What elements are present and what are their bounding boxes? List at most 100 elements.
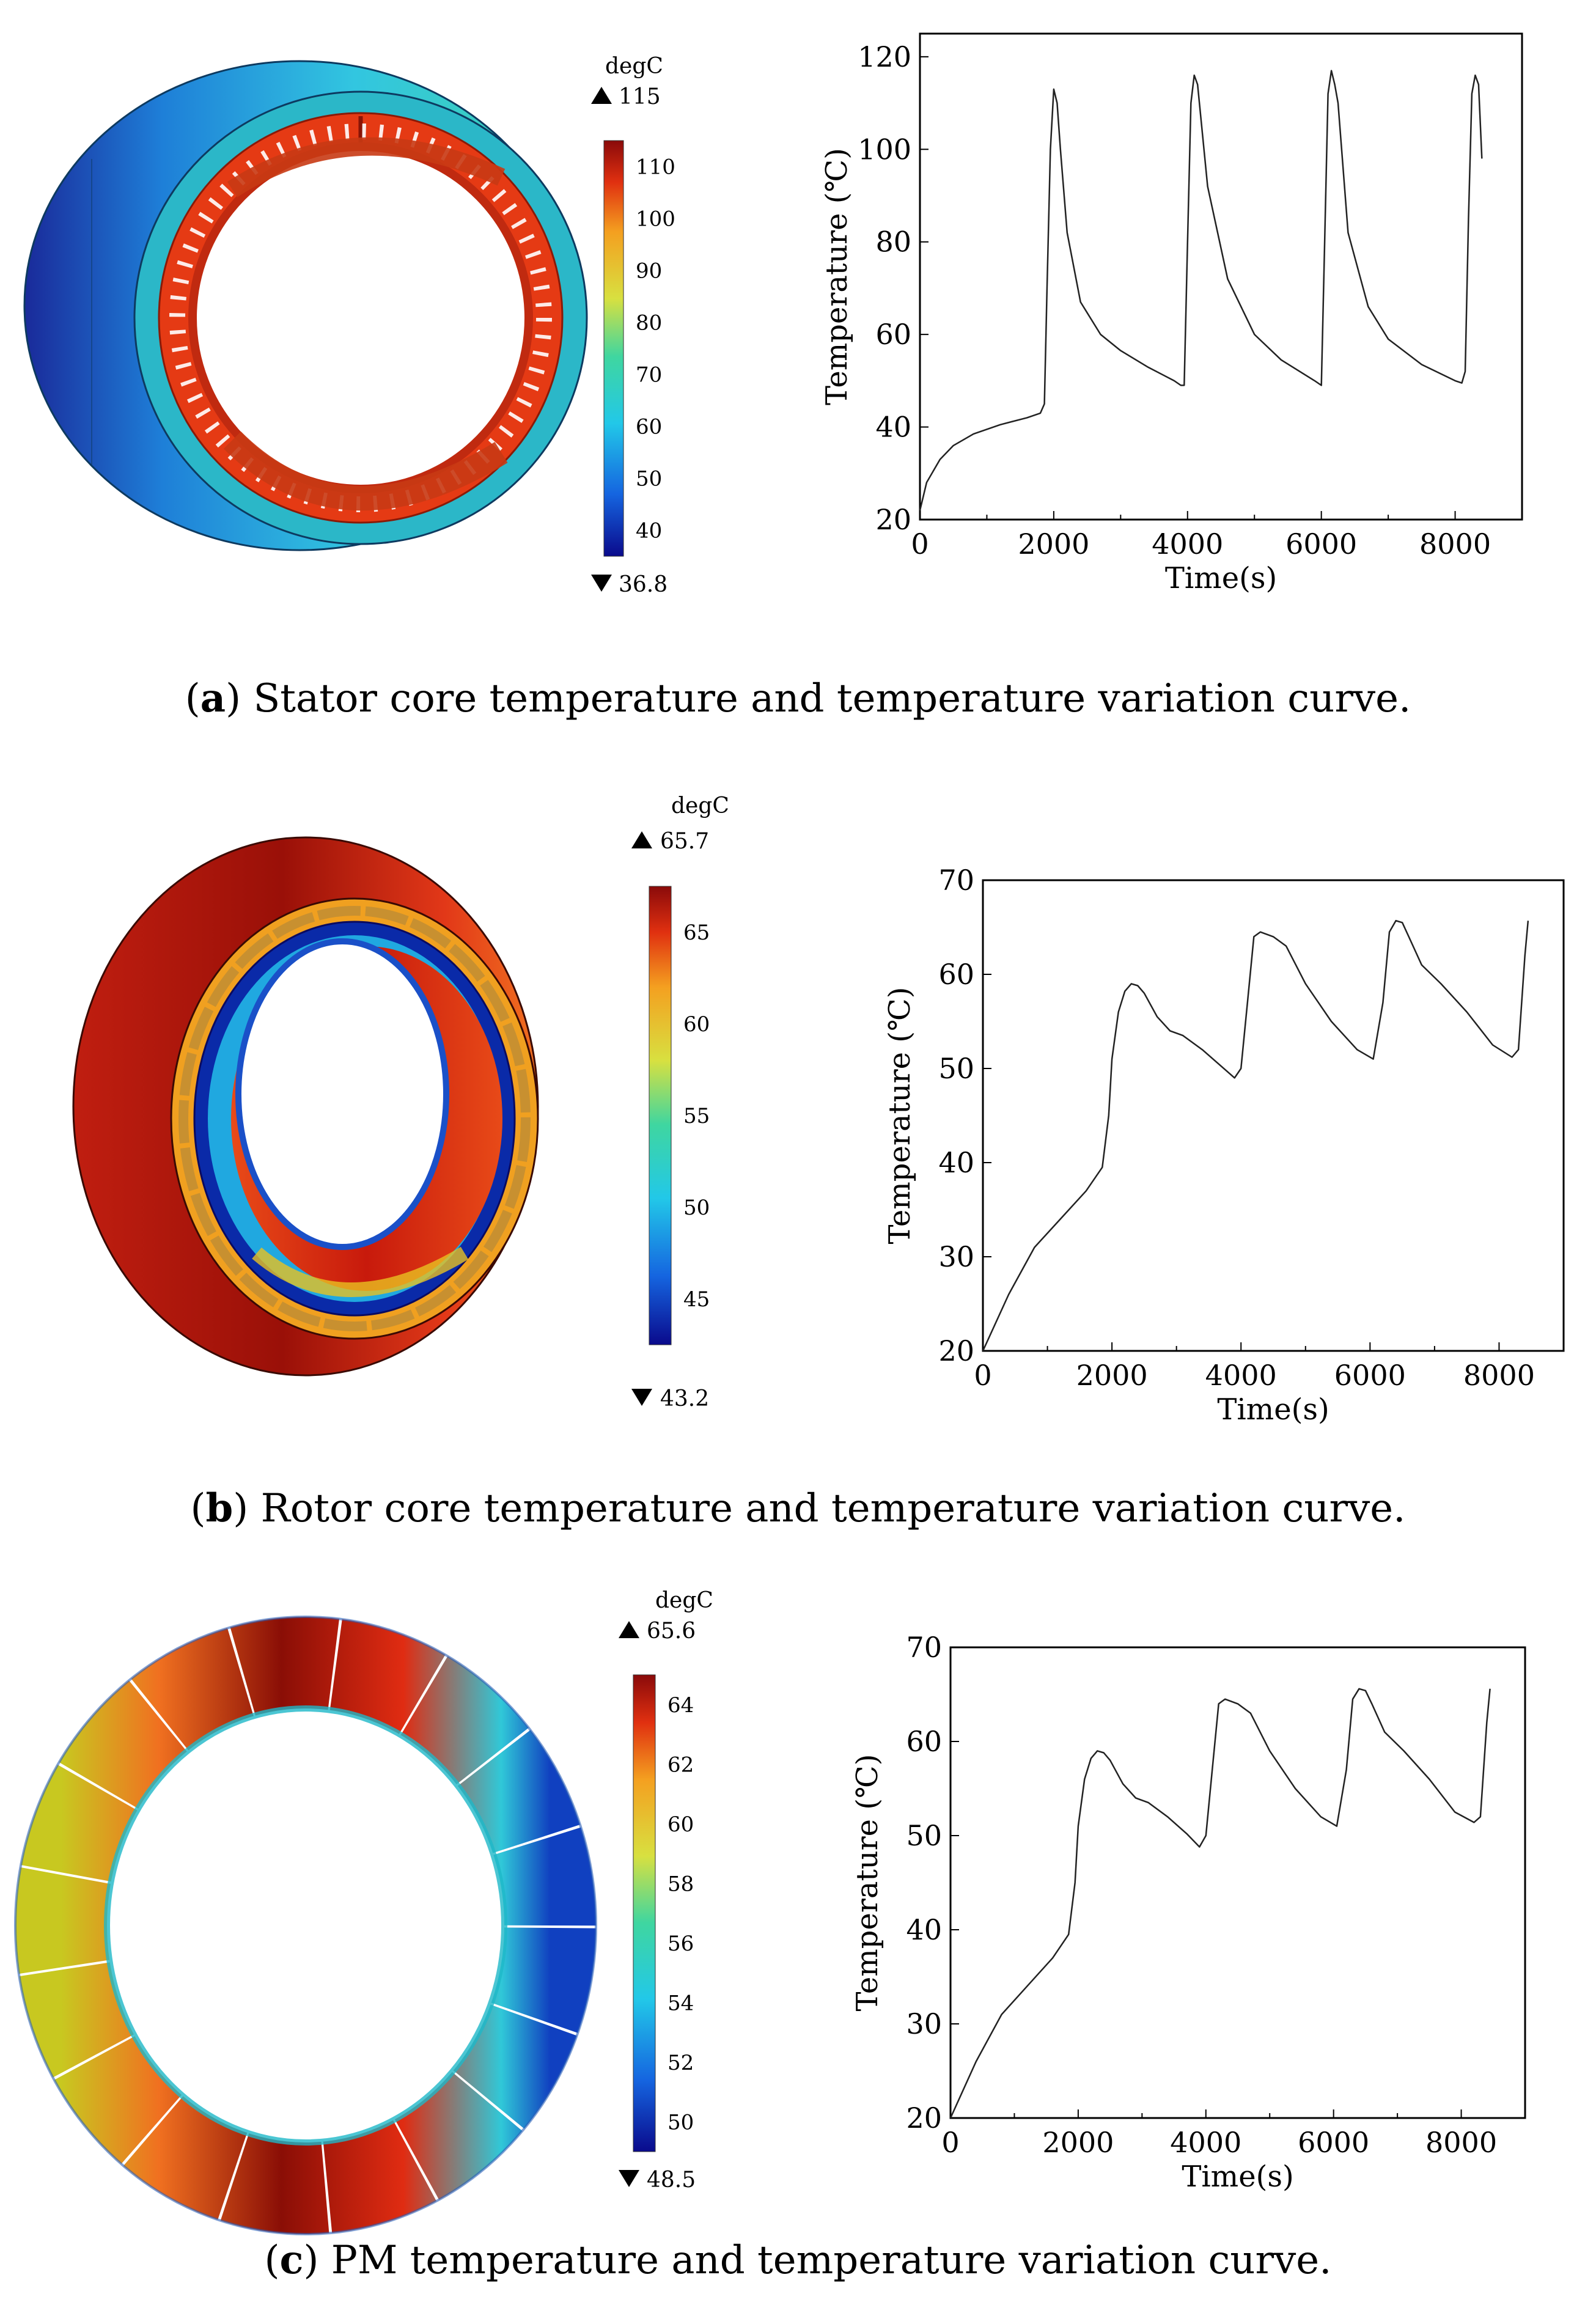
chart-a-x-tick-label: 8000 xyxy=(1419,528,1491,561)
chart-a-x-tick-label: 2000 xyxy=(1018,528,1089,561)
chart-a-x-axis-label: Time(s) xyxy=(1165,561,1277,595)
chart-c-x-axis-label: Time(s) xyxy=(1182,2160,1293,2194)
chart-b-x-tick-label: 6000 xyxy=(1334,1359,1406,1392)
chart-b-x-axis-label: Time(s) xyxy=(1217,1392,1329,1427)
caption-a: (a) Stator core temperature and temperat… xyxy=(185,675,1411,721)
chart-b-plot-frame xyxy=(982,879,1565,1352)
colorbar-a-gradient xyxy=(603,140,624,557)
colorbar-c-tick-label: 62 xyxy=(667,1752,694,1777)
colorbar-a-tick-label: 40 xyxy=(636,519,662,543)
colorbar-b-max-arrow xyxy=(631,831,652,848)
chart-c-x-tick-label: 0 xyxy=(941,2126,959,2159)
caption-c-text: PM temperature and temperature variation… xyxy=(318,2238,1332,2283)
colorbar-c-tick-label: 60 xyxy=(667,1812,694,1837)
chart-c-x-tick-label: 8000 xyxy=(1425,2126,1497,2159)
chart-c-y-tick-label: 20 xyxy=(906,2102,942,2135)
caption-b-letter: b xyxy=(205,1485,234,1531)
colorbar-a-min-label: 36.8 xyxy=(619,572,667,597)
colorbar-c-tick-label: 54 xyxy=(667,1991,694,2015)
chart-a-y-tick-label: 100 xyxy=(858,133,911,166)
chart-b-y-axis-label: Temperature (℃) xyxy=(883,987,917,1245)
colorbar-c-tick-label: 52 xyxy=(667,2051,694,2075)
chart-a-plot-frame xyxy=(919,32,1523,521)
chart-c-x-tick-label: 6000 xyxy=(1298,2126,1369,2159)
chart-c-y-axis-label: Temperature (℃) xyxy=(850,1754,884,2012)
colorbar-a-min-arrow xyxy=(591,575,612,592)
colorbar-b-min-label: 43.2 xyxy=(660,1386,709,1411)
colorbar-a-unit: degC xyxy=(605,54,663,79)
colorbar-b-gradient xyxy=(649,886,672,1345)
panel-a: degC 115 110 100 90 80 70 60 50 40 36.8 0 2000 40… xyxy=(0,0,1596,758)
chart-c-y-tick-label: 40 xyxy=(906,1913,942,1946)
colorbar-b-max-label: 65.7 xyxy=(660,829,709,854)
colorbar-c-max-label: 65.6 xyxy=(647,1619,696,1644)
caption-c-letter: c xyxy=(279,2237,304,2283)
chart-b-x-tick-label: 4000 xyxy=(1205,1359,1277,1392)
colorbar-a-tick-label: 70 xyxy=(636,363,662,388)
colorbar-c-max-arrow xyxy=(619,1621,639,1638)
pm-segments-render xyxy=(12,1614,599,2237)
colorbar-c-min-label: 48.5 xyxy=(647,2168,696,2193)
colorbar-b-unit: degC xyxy=(671,793,729,818)
colorbar-a-tick-label: 90 xyxy=(636,259,662,284)
rotor-core-render xyxy=(72,836,539,1377)
colorbar-a-tick-label: 60 xyxy=(636,415,662,439)
chart-c-plot-frame xyxy=(949,1646,1526,2119)
chart-a-x-tick-label: 4000 xyxy=(1152,528,1223,561)
chart-a-series-line xyxy=(919,70,1483,511)
chart-b: 0 2000 4000 6000 8000 20 30 40 50 60 70 Time(s) Temp… xyxy=(883,864,1565,1427)
caption-c: (c) PM temperature and temperature varia… xyxy=(264,2237,1332,2283)
chart-b-y-tick-label: 60 xyxy=(938,958,974,991)
chart-a-y-tick-label: 80 xyxy=(875,226,911,259)
caption-a-text: Stator core temperature and temperature … xyxy=(241,676,1411,721)
colorbar-c: degC 65.6 64 62 60 58 56 54 52 50 48.5 xyxy=(619,1588,713,2193)
chart-a-y-tick-label: 20 xyxy=(875,503,911,536)
colorbar-c-gradient xyxy=(633,1674,656,2152)
chart-c: 0 2000 4000 6000 8000 20 30 40 50 60 70 Time(s) Temp… xyxy=(850,1631,1526,2194)
colorbar-b-tick-label: 45 xyxy=(683,1287,710,1312)
chart-c-y-tick-label: 50 xyxy=(906,1819,942,1852)
chart-a-y-axis-label: Temperature (℃) xyxy=(820,148,854,405)
colorbar-c-min-arrow xyxy=(619,2170,639,2187)
panel-b-graphics: degC 65.7 65 60 55 50 45 43.2 0 2000 4000 6000 8… xyxy=(72,793,1565,1427)
chart-a-x-tick-label: 0 xyxy=(911,528,929,561)
chart-c-y-tick-label: 70 xyxy=(906,1631,942,1664)
chart-b-y-tick-label: 70 xyxy=(938,864,974,897)
colorbar-c-tick-label: 58 xyxy=(667,1872,694,1896)
caption-a-letter: a xyxy=(200,675,226,721)
chart-a-y-tick-label: 120 xyxy=(858,40,911,73)
panel-c-graphics: degC 65.6 64 62 60 58 56 54 52 50 48.5 0 2000 400… xyxy=(12,1588,1526,2237)
chart-c-x-tick-label: 2000 xyxy=(1042,2126,1114,2159)
panel-c: degC 65.6 64 62 60 58 56 54 52 50 48.5 0 2000 400… xyxy=(0,1583,1596,2324)
colorbar-a-tick-label: 110 xyxy=(636,155,675,180)
panel-a-graphics: degC 115 110 100 90 80 70 60 50 40 36.8 0 2000 40… xyxy=(23,32,1523,597)
colorbar-a: degC 115 110 100 90 80 70 60 50 40 36.8 xyxy=(591,54,675,597)
chart-b-x-tick-label: 8000 xyxy=(1463,1359,1535,1392)
panel-b: degC 65.7 65 60 55 50 45 43.2 0 2000 4000 6000 8… xyxy=(0,776,1596,1559)
colorbar-b-tick-label: 55 xyxy=(683,1104,710,1128)
colorbar-c-unit: degC xyxy=(655,1588,713,1613)
colorbar-a-tick-label: 100 xyxy=(636,207,675,232)
chart-b-y-tick-label: 20 xyxy=(938,1334,974,1367)
chart-b-y-tick-label: 30 xyxy=(938,1240,974,1273)
colorbar-a-tick-label: 50 xyxy=(636,467,662,491)
colorbar-c-tick-label: 56 xyxy=(667,1932,694,1956)
colorbar-b-tick-label: 50 xyxy=(683,1196,710,1220)
colorbar-c-tick-label: 64 xyxy=(667,1693,694,1718)
colorbar-b-min-arrow xyxy=(631,1389,652,1406)
chart-a-y-tick-label: 40 xyxy=(875,411,911,444)
chart-a: 0 2000 4000 6000 8000 20 40 60 80 100 120 Time(s) Te… xyxy=(820,32,1523,595)
chart-b-x-tick-label: 2000 xyxy=(1076,1359,1148,1392)
colorbar-a-tick-label: 80 xyxy=(636,311,662,336)
chart-c-x-tick-label: 4000 xyxy=(1170,2126,1241,2159)
colorbar-a-max-arrow xyxy=(591,87,612,104)
colorbar-a-max-label: 115 xyxy=(619,84,661,109)
chart-c-y-tick-label: 30 xyxy=(906,2007,942,2040)
stator-core-render xyxy=(23,60,588,551)
chart-c-series-line xyxy=(949,1688,1491,2119)
chart-b-series-line xyxy=(982,919,1529,1351)
colorbar-b-tick-label: 60 xyxy=(683,1012,710,1037)
chart-c-y-tick-label: 60 xyxy=(906,1725,942,1758)
chart-b-y-tick-label: 40 xyxy=(938,1146,974,1179)
colorbar-b: degC 65.7 65 60 55 50 45 43.2 xyxy=(631,793,729,1411)
